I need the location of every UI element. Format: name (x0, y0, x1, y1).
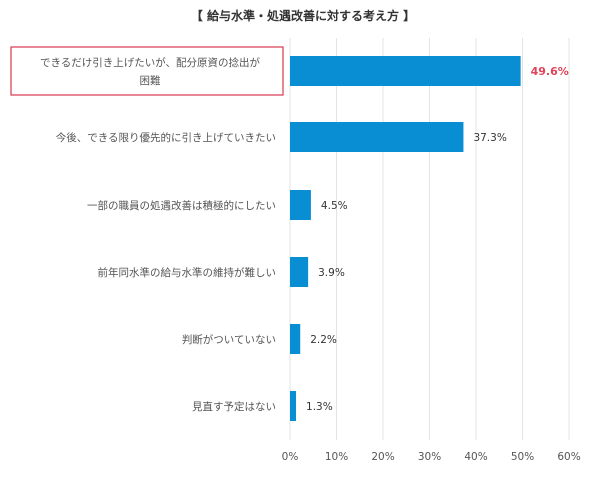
bar (290, 257, 309, 287)
value-label: 37.3% (473, 132, 506, 144)
value-label: 4.5% (321, 200, 348, 212)
bars (290, 56, 521, 421)
x-tick-label: 40% (464, 451, 487, 463)
x-tick-label: 0% (282, 451, 299, 463)
category-label: 前年同水準の給与水準の維持が難しい (98, 266, 277, 279)
grid-lines (289, 38, 570, 440)
category-label: 今後、できる限り優先的に引き上げていきたい (56, 131, 276, 144)
chart-title: 【 給与水準・処遇改善に対する考え方 】 (191, 8, 415, 23)
category-label: できるだけ引き上げたいが、配分原資の捻出が (40, 56, 261, 69)
value-labels: 49.6% 37.3% 4.5% 3.9% 2.2% 1.3% (306, 65, 569, 413)
category-label: 一部の職員の処遇改善は積極的にしたい (87, 199, 276, 212)
category-label: 困難 (140, 74, 161, 87)
category-label: 見直す予定はない (192, 400, 276, 413)
value-label: 49.6% (531, 65, 569, 78)
x-axis-ticks: 0% 10% 20% 30% 40% 50% 60% (282, 451, 581, 463)
bar (290, 56, 521, 86)
category-labels: できるだけ引き上げたいが、配分原資の捻出が困難今後、できる限り優先的に引き上げて… (10, 46, 284, 413)
x-tick-label: 30% (418, 451, 441, 463)
value-label: 1.3% (306, 401, 333, 413)
highlight-box (10, 46, 284, 96)
x-tick-label: 60% (557, 451, 580, 463)
bar (290, 122, 464, 152)
value-label: 2.2% (310, 334, 337, 346)
bar (290, 391, 297, 421)
x-tick-label: 10% (325, 451, 348, 463)
bar (290, 324, 301, 354)
category-label: 判断がついていない (182, 333, 276, 346)
bar (290, 190, 311, 220)
x-tick-label: 50% (511, 451, 534, 463)
value-label: 3.9% (318, 267, 345, 279)
x-tick-label: 20% (371, 451, 394, 463)
